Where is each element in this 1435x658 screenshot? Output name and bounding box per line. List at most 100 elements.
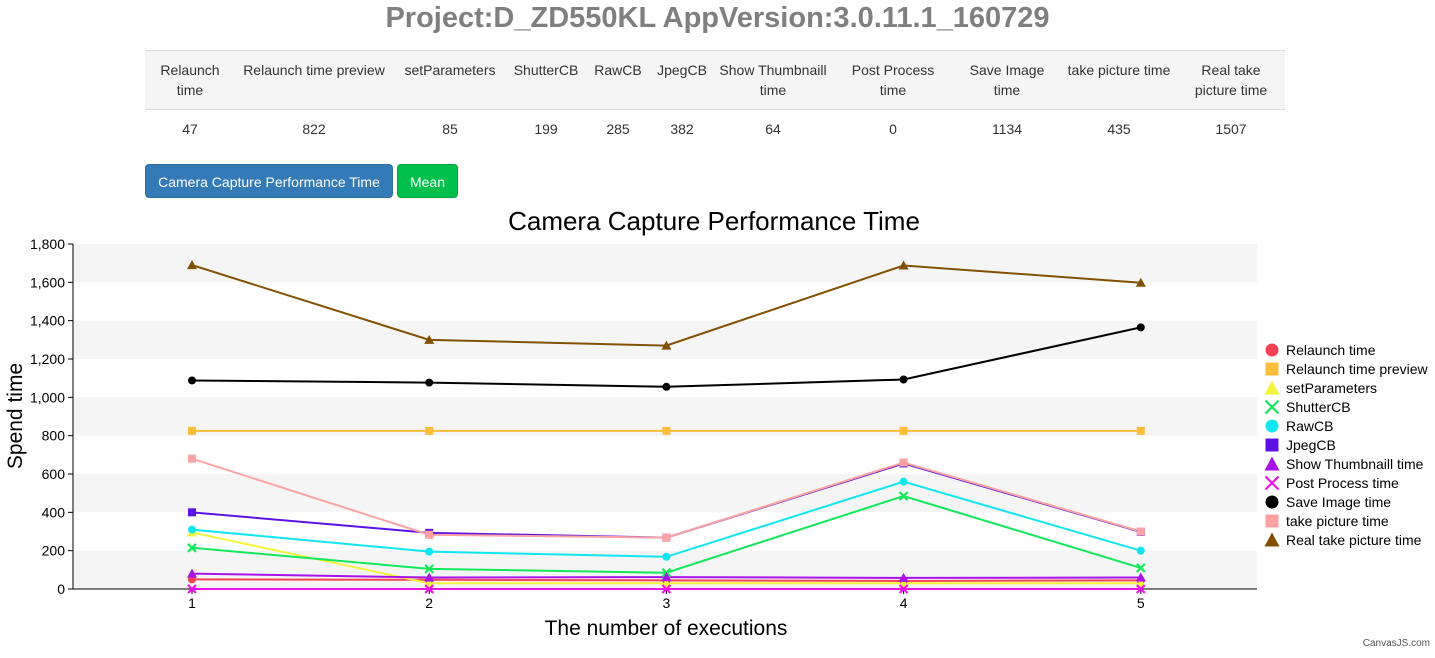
data-point xyxy=(1136,527,1145,536)
summary-value-cell: 382 xyxy=(670,121,694,137)
legend-entry[interactable]: setParameters xyxy=(1286,380,1377,396)
summary-value-cell: 64 xyxy=(765,121,781,137)
x-tick-label: 3 xyxy=(663,595,671,611)
legend-entry[interactable]: take picture time xyxy=(1286,513,1389,529)
legend-entry[interactable]: Show Thumbnaill time xyxy=(1286,456,1424,472)
legend-marker xyxy=(1264,532,1280,547)
summary-value-cell: 822 xyxy=(302,121,326,137)
chart-band xyxy=(73,320,1257,359)
summary-value-cell: 85 xyxy=(442,121,458,137)
legend-marker xyxy=(1264,399,1280,415)
data-point xyxy=(899,426,908,435)
performance-time-button[interactable]: Camera Capture Performance Time xyxy=(145,164,393,198)
chart-band xyxy=(73,244,1257,283)
data-point xyxy=(1135,277,1146,287)
summary-header-cell: Show Thumbnaill time xyxy=(713,50,833,110)
summary-table: Relaunch time Relaunch time preview setP… xyxy=(145,50,1285,148)
summary-value-cell: 285 xyxy=(606,121,630,137)
legend-entry[interactable]: ShutterCB xyxy=(1286,399,1351,415)
summary-value-cell: 1134 xyxy=(991,121,1023,137)
y-tick-label: 1,200 xyxy=(30,351,65,367)
mean-button[interactable]: Mean xyxy=(397,164,458,198)
y-tick-label: 1,800 xyxy=(30,236,65,252)
y-tick-label: 1,600 xyxy=(30,274,65,290)
y-tick-label: 600 xyxy=(42,466,66,482)
data-point xyxy=(898,572,909,582)
data-point xyxy=(899,458,908,467)
x-tick-label: 4 xyxy=(900,595,908,611)
line-chart: 0 200 400 600 800 1,000 1,200 1,400 1,600 1,800 1… xyxy=(4,206,1430,649)
data-point xyxy=(899,477,908,486)
summary-value-row: 47 822 85 199 285 382 64 0 1134 435 1507 xyxy=(145,110,1285,149)
data-point xyxy=(898,584,909,594)
data-point xyxy=(188,508,196,517)
data-point xyxy=(898,491,909,501)
summary-header-cell: Real take picture time xyxy=(1177,50,1285,110)
data-point xyxy=(188,426,196,435)
data-point xyxy=(187,568,197,578)
chart-bands xyxy=(73,244,1257,589)
legend-entry[interactable]: RawCB xyxy=(1286,418,1333,434)
legend-entry[interactable]: JpegCB xyxy=(1286,437,1336,453)
legend-marker xyxy=(1265,495,1279,509)
summary-header-cell: RawCB xyxy=(585,50,651,110)
data-point xyxy=(425,547,434,556)
y-tick-label: 0 xyxy=(57,581,65,597)
data-point xyxy=(425,530,434,539)
summary-header-cell: setParameters xyxy=(393,50,507,110)
summary-value-cell: 199 xyxy=(534,121,558,137)
y-tick-label: 400 xyxy=(42,504,66,520)
canvasjs-watermark: CanvasJS.com xyxy=(1363,638,1430,649)
data-point xyxy=(188,454,196,463)
summary-value-cell: 435 xyxy=(1107,121,1131,137)
data-point xyxy=(424,584,434,594)
chart-title: Camera Capture Performance Time xyxy=(508,206,920,236)
x-tick-label: 2 xyxy=(425,595,433,611)
data-point xyxy=(1136,323,1145,332)
legend-entry[interactable]: Real take picture time xyxy=(1286,532,1422,548)
legend-marker xyxy=(1265,438,1279,452)
data-point xyxy=(187,260,197,270)
data-point xyxy=(662,552,671,561)
summary-value-cell: 0 xyxy=(889,121,897,137)
data-point xyxy=(662,426,671,435)
legend-entry[interactable]: Relaunch time preview xyxy=(1286,361,1429,377)
legend-entry[interactable]: Save Image time xyxy=(1286,494,1391,510)
x-axis-title: The number of executions xyxy=(545,617,788,640)
summary-value-cell: 1507 xyxy=(1215,121,1247,137)
legend-entry[interactable]: Relaunch time xyxy=(1286,342,1376,358)
summary-header-row: Relaunch time Relaunch time preview setP… xyxy=(145,50,1285,110)
y-tick-label: 200 xyxy=(42,543,66,559)
data-point xyxy=(187,543,197,553)
summary-header-cell: take picture time xyxy=(1061,50,1177,110)
legend-marker xyxy=(1264,380,1280,395)
data-point xyxy=(898,260,909,270)
data-point xyxy=(661,572,672,582)
y-tick-label: 800 xyxy=(42,428,66,444)
data-point xyxy=(188,525,196,534)
summary-value-cell: 47 xyxy=(182,121,198,137)
legend-marker xyxy=(1265,514,1279,528)
data-point xyxy=(1136,426,1145,435)
chart-legend: Relaunch time Relaunch time preview setPar… xyxy=(1264,342,1429,548)
y-tick-label: 1,000 xyxy=(30,389,65,405)
data-point xyxy=(425,378,434,387)
data-point xyxy=(662,533,671,542)
data-point xyxy=(424,572,435,582)
legend-entry[interactable]: Post Process time xyxy=(1286,475,1399,491)
chart-band xyxy=(73,474,1257,513)
data-point xyxy=(1136,584,1146,594)
summary-header-cell: JpegCB xyxy=(651,50,713,110)
summary-header-cell: ShutterCB xyxy=(507,50,585,110)
legend-marker xyxy=(1265,343,1279,357)
data-point xyxy=(899,375,908,384)
data-point xyxy=(661,340,672,350)
data-point xyxy=(425,426,434,435)
summary-header-cell: Relaunch time preview xyxy=(235,50,393,110)
data-point xyxy=(661,584,672,594)
y-tick-label: 1,400 xyxy=(30,313,65,329)
x-tick-label: 1 xyxy=(188,595,196,611)
data-point xyxy=(187,584,197,594)
legend-marker xyxy=(1265,419,1279,433)
y-axis-title: Spend time xyxy=(4,363,27,469)
